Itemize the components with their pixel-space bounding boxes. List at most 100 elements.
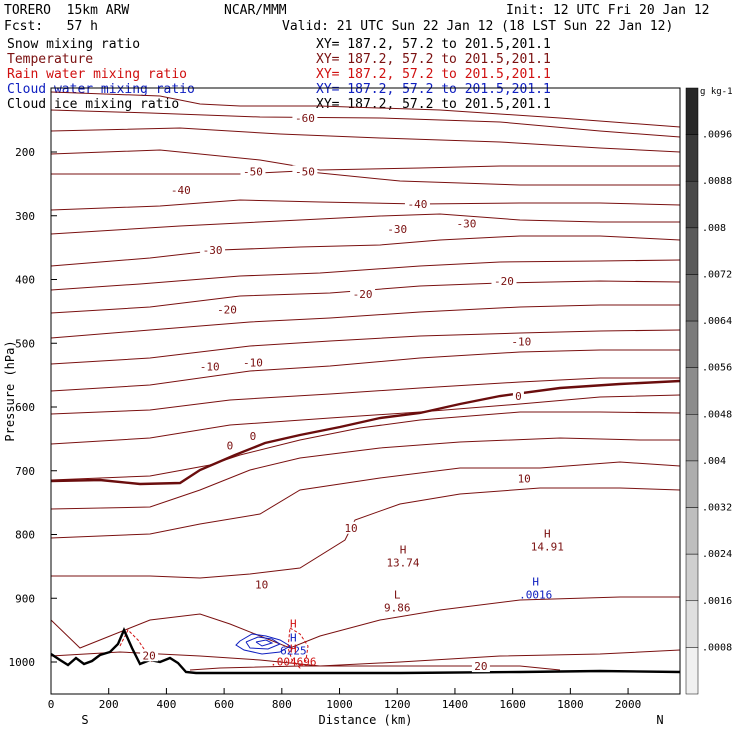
- contour-label-bg: [512, 389, 524, 402]
- extremum-marker: H: [290, 618, 297, 631]
- isotherm-line-11: [50, 329, 681, 365]
- field-name-rain: Rain water mixing ratio: [7, 67, 188, 82]
- x-tick-label: 1200: [384, 698, 411, 711]
- isotherm-line-16: [50, 437, 680, 510]
- temperature-contour-label: -60: [295, 112, 315, 125]
- contour-labels: -60-50 -50-40-40-30-30 -30-20-20-20-10-10-…: [140, 111, 564, 673]
- model-title: TORERO 15km ARW: [4, 3, 130, 18]
- contour-label-bg: [491, 275, 517, 288]
- temperature-contour-label: 20: [142, 649, 155, 662]
- temperature-contour-label: 10: [344, 522, 357, 535]
- y-tick-label: 600: [15, 401, 35, 414]
- field-xy-rain: XY= 187.2, 57.2 to 201.5,201.1: [316, 67, 551, 82]
- extremum-value: .0016: [519, 589, 552, 602]
- extremum-marker: L: [394, 588, 401, 601]
- field-xy-cloud-water: XY= 187.2, 57.2 to 201.5,201.1: [316, 82, 551, 97]
- rain-water-contour: [287, 627, 309, 669]
- colorbar-segment: [685, 320, 699, 368]
- x-tick-label: 1800: [557, 698, 584, 711]
- contour-label-bg: [224, 439, 236, 452]
- x-tick-label: 800: [272, 698, 292, 711]
- x-axis-label: Distance (km): [319, 713, 413, 727]
- field-xy-snow: XY= 187.2, 57.2 to 201.5,201.1: [316, 37, 551, 52]
- extremum-value: 14.91: [531, 541, 564, 554]
- contour-label-bg: [292, 165, 318, 178]
- freezing-level-line: [50, 379, 681, 486]
- field-name-cloud-ice: Cloud ice mixing ratio: [7, 97, 180, 112]
- colorbar-label: .0048: [702, 409, 732, 420]
- colorbar-segment: [685, 414, 699, 462]
- field-xy-temperature: XY= 187.2, 57.2 to 201.5,201.1: [316, 52, 551, 67]
- temperature-contour-label: -20: [353, 288, 373, 301]
- colorbar: .0096 .0088 .008 .0072 .0064 .0056 .0048 .004 .0…: [685, 87, 733, 695]
- valid-time: Valid: 21 UTC Sun 22 Jan 12 (18 LST Sun …: [282, 19, 674, 34]
- colorbar-label: .0064: [702, 316, 732, 327]
- temperature-contour-label: 10: [518, 473, 531, 486]
- temperature-contour-label: -30: [203, 244, 223, 257]
- y-axis-label: Pressure (hPa): [3, 340, 17, 441]
- y-tick-label: 800: [15, 529, 35, 542]
- contour-label-bg: [292, 111, 318, 124]
- contour-label-bg: [247, 429, 259, 442]
- contour-label-bg: [384, 222, 410, 235]
- extremum-value: 13.74: [386, 557, 419, 570]
- cloud-water-contour-0: [235, 633, 291, 655]
- contour-label-bg: [168, 183, 194, 196]
- contour-label-bg: [197, 360, 223, 373]
- plot-frame: [50, 87, 681, 695]
- y-tick-label: 300: [15, 210, 35, 223]
- temperature-contour-label: 0: [227, 440, 234, 453]
- colorbar-label: .004: [702, 456, 726, 467]
- org-label: NCAR/MMM: [224, 3, 287, 18]
- contour-label-bg: [342, 521, 361, 534]
- colorbar-segment: [685, 507, 699, 555]
- temperature-contours: [50, 91, 681, 671]
- colorbar-segment: [685, 87, 699, 135]
- x-tick-label: 200: [99, 698, 119, 711]
- y-tick-label: 400: [15, 274, 35, 287]
- isotherm-line-10: [50, 304, 680, 339]
- isotherm-line-0: [50, 91, 681, 128]
- contour-label-bg: [471, 660, 490, 673]
- field-name-snow: Snow mixing ratio: [7, 37, 141, 52]
- colorbar-unit: g kg-1: [700, 87, 733, 97]
- x-tick-label: 400: [156, 698, 176, 711]
- contour-label-bg: [453, 217, 479, 230]
- cloud-water-contour-1: [245, 636, 282, 650]
- terrain-surface-line: [50, 627, 681, 675]
- contour-label-bg: [350, 287, 376, 300]
- temperature-contour-label: -50: [295, 165, 315, 178]
- temperature-contour-label: -50: [243, 165, 263, 178]
- colorbar-label: .0024: [702, 549, 732, 560]
- temperature-contour-label: -30: [457, 218, 477, 231]
- isotherm-line-8: [50, 259, 681, 291]
- extremum-value: 9.86: [384, 601, 411, 614]
- contour-label-bg: [404, 197, 430, 210]
- extremum-value: .004696: [270, 655, 316, 668]
- colorbar-label: .0056: [702, 363, 732, 374]
- y-tick-label: 700: [15, 465, 35, 478]
- axes: 0 200 400 600 800 1000 1200 1400 1600 1800 2000200…: [3, 146, 664, 727]
- temperature-contour-label: -10: [243, 357, 263, 370]
- colorbar-segment: [685, 134, 699, 182]
- temperature-contour-label: 0: [515, 390, 522, 403]
- colorbar-segment: [685, 553, 699, 602]
- isotherm-line-12: [50, 349, 680, 392]
- field-name-cloud-water: Cloud water mixing ratio: [7, 82, 195, 97]
- extremum-value: 6225: [280, 645, 307, 658]
- temperature-contour-label: 20: [474, 660, 487, 673]
- isotherm-line-13: [50, 377, 680, 415]
- isotherm-line-3: [50, 149, 680, 171]
- isotherm-line-5: [50, 199, 681, 211]
- colorbar-segment: [685, 180, 699, 229]
- isotherm-line-17: [50, 461, 681, 539]
- isotherm-line-2: [50, 127, 681, 153]
- colorbar-label: .0032: [702, 503, 732, 514]
- isotherm-line-18: [51, 487, 681, 579]
- isotherm-line-19: [50, 596, 680, 649]
- contour-label-bg: [240, 165, 266, 178]
- y-tick-label: 900: [15, 592, 35, 605]
- contour-label-bg: [252, 578, 271, 591]
- colorbar-label: .0072: [702, 269, 732, 280]
- y-tick-label: 1000: [9, 656, 36, 669]
